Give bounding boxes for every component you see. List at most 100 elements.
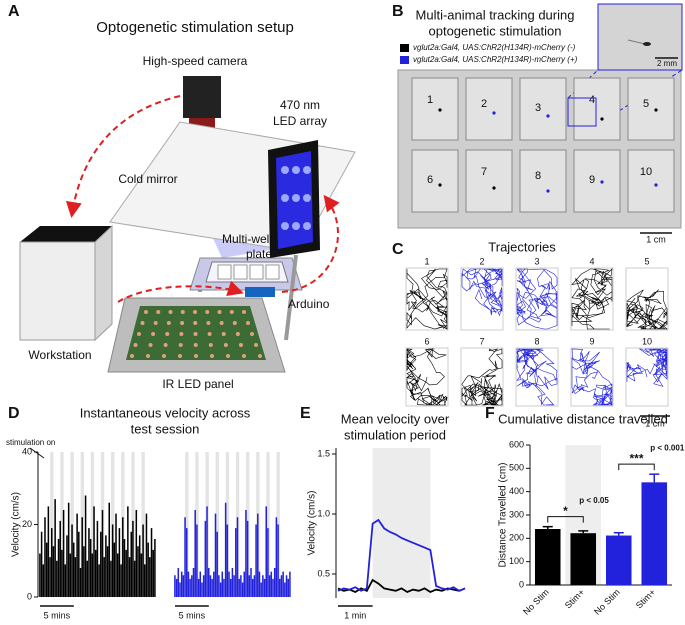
well-label: 3 bbox=[535, 102, 541, 114]
velocity-bar bbox=[83, 546, 85, 597]
panel-title: Trajectories bbox=[488, 239, 556, 254]
track-label: 8 bbox=[534, 336, 539, 346]
velocity-bar bbox=[251, 578, 254, 597]
velocity-bar bbox=[202, 575, 205, 597]
velocity-bar bbox=[42, 564, 45, 597]
larva bbox=[546, 114, 550, 118]
velocity-bar bbox=[93, 506, 95, 597]
velocity-bar bbox=[206, 506, 208, 597]
velocity-bar bbox=[54, 499, 56, 597]
larva bbox=[438, 183, 442, 187]
scale-label: 1 cm bbox=[645, 418, 665, 428]
well-label: 4 bbox=[589, 94, 595, 106]
led-pole bbox=[284, 254, 298, 341]
y-tick-label: 0.5 bbox=[317, 568, 330, 578]
velocity-bar bbox=[89, 539, 92, 597]
ir-led bbox=[180, 310, 185, 314]
label: IR LED panel bbox=[162, 377, 233, 391]
velocity-bar bbox=[289, 571, 291, 597]
panel-letter: B bbox=[392, 3, 404, 20]
significance-bracket bbox=[547, 516, 584, 523]
velocity-bar bbox=[245, 510, 247, 597]
velocity-bar bbox=[67, 502, 70, 597]
well bbox=[519, 149, 567, 213]
ir-led bbox=[162, 354, 166, 358]
velocity-bar bbox=[243, 571, 246, 597]
camera bbox=[183, 76, 221, 118]
velocity-bar bbox=[91, 553, 94, 597]
velocity-bar bbox=[231, 568, 234, 597]
arena bbox=[405, 267, 449, 331]
velocity-bar bbox=[209, 575, 212, 597]
ir-led bbox=[193, 321, 198, 325]
track-label: 6 bbox=[424, 336, 429, 346]
velocity-bar bbox=[219, 582, 222, 597]
track-label: 7 bbox=[479, 336, 484, 346]
velocity-bar bbox=[88, 528, 90, 597]
velocity-bar bbox=[40, 531, 43, 597]
workstation bbox=[19, 241, 96, 341]
ir-led bbox=[210, 354, 214, 358]
velocity-bar bbox=[101, 510, 104, 597]
arrow bbox=[117, 280, 244, 303]
velocity-bar bbox=[184, 517, 186, 597]
scale-label: 5 mins bbox=[179, 610, 206, 620]
velocity-bar bbox=[211, 578, 213, 597]
velocity-bar bbox=[118, 528, 121, 597]
well-label: 7 bbox=[481, 166, 487, 178]
ir-led bbox=[137, 332, 141, 336]
velocity-bar bbox=[207, 568, 210, 597]
annotation: stimulation on bbox=[6, 438, 55, 447]
zoom-box bbox=[567, 97, 597, 127]
velocity-bar bbox=[282, 571, 284, 597]
well bbox=[573, 149, 621, 213]
velocity-bar bbox=[125, 549, 127, 597]
ir-led bbox=[226, 354, 230, 358]
velocity-bar bbox=[189, 578, 191, 597]
y-tick-label: 600 bbox=[509, 439, 524, 449]
led bbox=[292, 166, 300, 174]
velocity-bar bbox=[45, 542, 48, 597]
larva bbox=[600, 117, 604, 121]
x-tick-label: Stim+ bbox=[634, 587, 658, 611]
velocity-bar bbox=[100, 531, 102, 597]
inset-trail bbox=[627, 39, 646, 45]
y-axis-label: Velocity (cm/s) bbox=[307, 490, 318, 555]
legend-label: vglut2a:Gal4, UAS:ChR2(H134R)-mCherry (-… bbox=[413, 43, 576, 52]
velocity-bar bbox=[140, 553, 143, 597]
ir-led bbox=[193, 310, 197, 314]
significance-bracket bbox=[618, 463, 655, 471]
velocity-bar bbox=[273, 568, 276, 597]
led bbox=[292, 194, 300, 202]
ir-led bbox=[232, 321, 237, 325]
label: Multi-well bbox=[222, 232, 272, 246]
chart-title: Cumulative distance travelled bbox=[498, 411, 668, 426]
workstation-side bbox=[94, 224, 113, 342]
velocity-bar bbox=[50, 528, 53, 597]
panel-c: C Trajectories 1 cm bbox=[392, 239, 670, 428]
velocity-bar bbox=[250, 568, 252, 597]
scale-label: 2 mm bbox=[657, 59, 677, 68]
velocity-bar bbox=[267, 528, 269, 597]
zoom-inset bbox=[597, 3, 683, 71]
velocity-bar bbox=[145, 513, 148, 597]
larva bbox=[654, 108, 658, 112]
velocity-bar bbox=[39, 553, 41, 597]
well bbox=[519, 77, 567, 141]
velocity-bar bbox=[180, 571, 183, 597]
velocity-bar bbox=[69, 553, 72, 597]
ir-led bbox=[133, 343, 138, 347]
x-tick-label: No Stim bbox=[521, 587, 551, 617]
velocity-bar bbox=[277, 524, 279, 597]
ir-led bbox=[205, 310, 210, 314]
velocity-bar bbox=[262, 575, 264, 597]
panel-title: Multi-animal tracking during bbox=[416, 7, 575, 22]
larva bbox=[546, 189, 550, 193]
velocity-bar bbox=[86, 560, 89, 597]
trajectory bbox=[571, 348, 613, 406]
arena bbox=[625, 267, 669, 331]
velocity-bar bbox=[201, 582, 203, 597]
line bbox=[337, 518, 466, 592]
annotation-arrow bbox=[29, 447, 45, 459]
larva bbox=[492, 111, 496, 115]
